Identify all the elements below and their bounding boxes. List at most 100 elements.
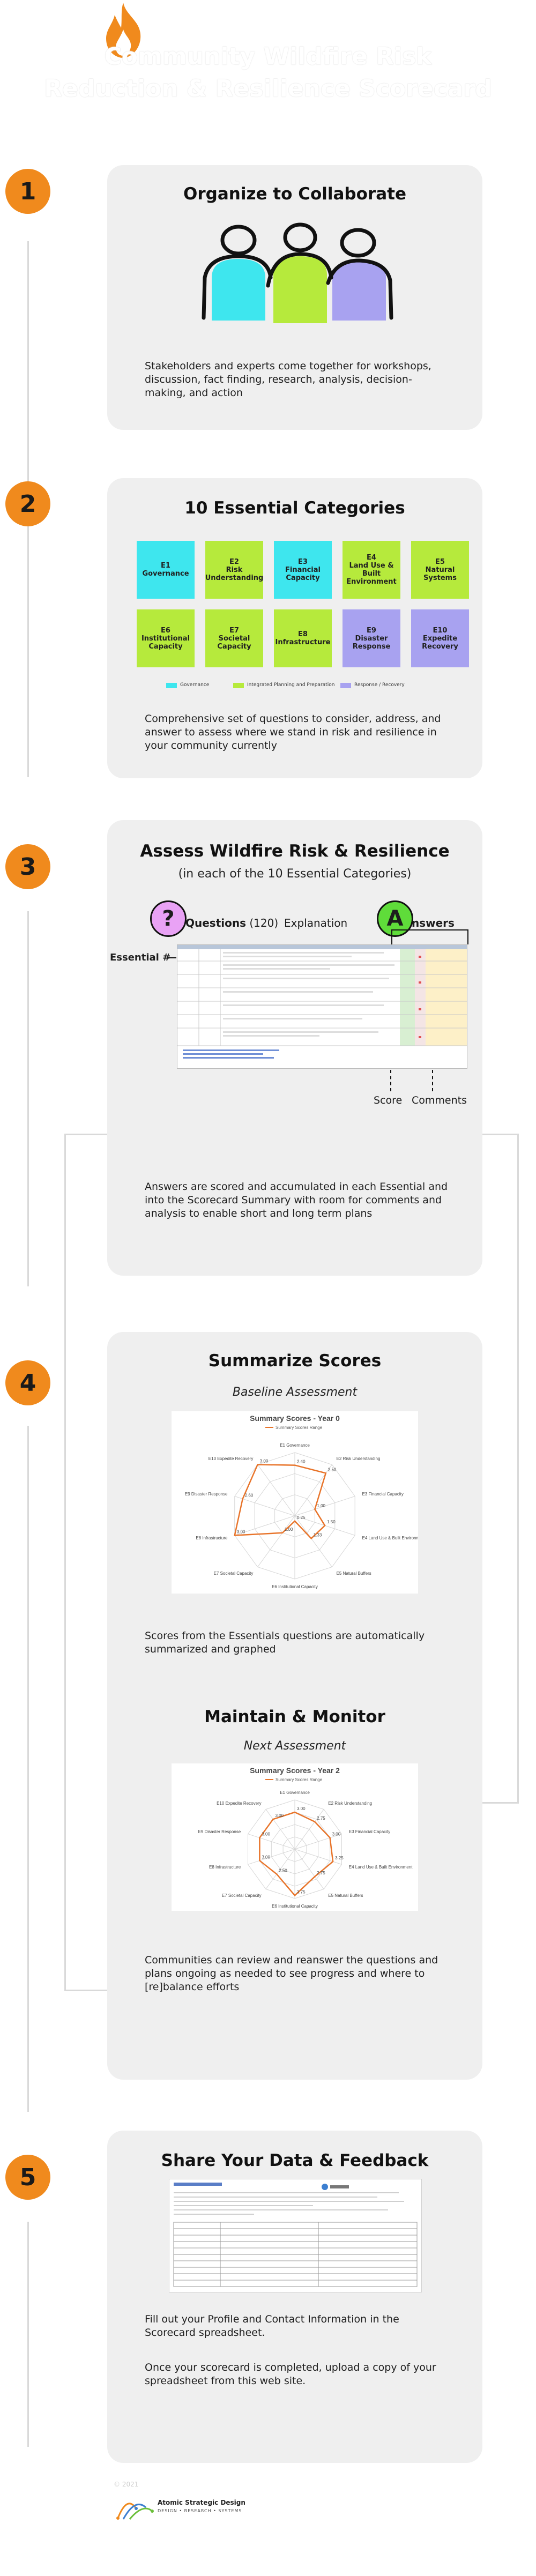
radar-chart-svg: Summary Scores - Year 0 Summary Scores Ra… xyxy=(185,1414,426,1589)
company-name: Atomic Strategic Design xyxy=(158,2499,245,2506)
category-code: E9 xyxy=(367,626,376,635)
comments-label: Comments xyxy=(412,1095,467,1106)
series-line xyxy=(234,1464,327,1540)
category-name: Institutional Capacity xyxy=(141,634,190,651)
people-collaborating-icon xyxy=(202,222,393,323)
chart-legend-label: Summary Scores Range xyxy=(276,1425,323,1430)
worksheet-preview xyxy=(177,944,467,1069)
category-tile-e4: E4 Land Use & Built Environment xyxy=(343,541,400,599)
page-title-line2: Reduction & Resilience Scorecard xyxy=(44,75,492,102)
category-name: Infrastructure xyxy=(275,638,331,646)
category-name: Expedite Recovery xyxy=(422,634,458,651)
grid-spoke xyxy=(257,1515,295,1567)
category-tile-text: E8 Infrastructure xyxy=(276,630,331,646)
data-label: 1.50 xyxy=(327,1520,336,1524)
category-tick-label: E9 Disaster Response xyxy=(185,1492,228,1497)
worksheet-header-bar xyxy=(177,945,467,949)
category-code: E8 xyxy=(298,630,308,638)
data-label: 1.33 xyxy=(314,1532,322,1537)
category-tick-label: E6 Institutional Capacity xyxy=(272,1904,318,1909)
category-code: E1 xyxy=(161,562,170,570)
company-logo-icon xyxy=(116,2503,154,2520)
data-label: 2.50 xyxy=(328,1467,337,1472)
connector-left-bottom xyxy=(64,1990,107,1991)
timeline-connector xyxy=(27,2222,29,2447)
connector-right-bottom xyxy=(482,1802,519,1804)
step-number-3: 3 xyxy=(5,844,50,889)
data-label: 2.40 xyxy=(297,1460,306,1464)
category-code: E6 xyxy=(161,626,170,635)
data-label: 0.25 xyxy=(297,1515,306,1520)
grid-spoke xyxy=(294,1515,332,1567)
data-label: 2.60 xyxy=(245,1493,254,1498)
grid-spoke xyxy=(234,1515,295,1536)
chart-title: Summary Scores - Year 2 xyxy=(250,1766,340,1775)
category-code: E4 xyxy=(367,554,376,562)
category-name: Societal Capacity xyxy=(217,634,251,651)
legend-swatch xyxy=(233,683,244,688)
category-code: E5 xyxy=(435,557,445,566)
data-label: 1.00 xyxy=(285,1527,293,1532)
category-tile-e8: E8 Infrastructure xyxy=(274,609,332,667)
category-tick-label: E8 Infrastructure xyxy=(209,1865,241,1870)
category-tile-e6: E6 Institutional Capacity xyxy=(137,609,195,667)
copyright-text: © 2021 xyxy=(114,2481,139,2488)
legend-label: Governance xyxy=(180,682,210,688)
category-tick-label: E8 Infrastructure xyxy=(196,1536,228,1540)
data-label: 2.75 xyxy=(317,1816,325,1821)
step-title: Share Your Data & Feedback xyxy=(161,2151,429,2170)
questions-label: Questions (120) xyxy=(185,917,278,929)
grid-spoke xyxy=(294,1834,342,1850)
grid-spoke xyxy=(294,1849,342,1865)
legend-swatch xyxy=(340,683,351,688)
step-title: Summarize Scores xyxy=(208,1351,382,1371)
score-label: Score xyxy=(374,1095,403,1106)
category-tick-label: E3 Financial Capacity xyxy=(362,1492,404,1497)
data-label: 1.00 xyxy=(317,1503,325,1508)
timeline-connector xyxy=(27,1426,29,2112)
step-subtitle-2: Next Assessment xyxy=(243,1739,346,1753)
grid-spoke xyxy=(265,1809,295,1850)
step-description: Answers are scored and accumulated in ea… xyxy=(145,1181,448,1219)
answers-bracket xyxy=(391,929,468,944)
grid-spoke xyxy=(294,1809,324,1850)
step-title: Organize to Collaborate xyxy=(183,184,406,204)
data-label: 3.00 xyxy=(237,1529,245,1534)
grid-spoke xyxy=(248,1834,295,1850)
step-subtitle: (in each of the 10 Essential Categories) xyxy=(178,867,412,881)
category-tick-label: E10 Expedite Recovery xyxy=(217,1801,262,1806)
category-name: Natural Systems xyxy=(423,565,457,582)
questions-label-text: Questions xyxy=(185,917,247,929)
data-label: 3.00 xyxy=(260,1459,269,1464)
step-title: 10 Essential Categories xyxy=(184,498,405,518)
step-description: Scores from the Essentials questions are… xyxy=(145,1630,425,1655)
category-tick-label: E6 Institutional Capacity xyxy=(272,1584,318,1589)
step-title: Assess Wildfire Risk & Resilience xyxy=(140,842,450,861)
category-name: Financial Capacity xyxy=(285,565,321,582)
grid-spoke xyxy=(248,1849,295,1865)
category-tile-e1: E1 Governance xyxy=(137,541,195,599)
essential-number-label: Essential # xyxy=(110,952,171,963)
data-label: 3.25 xyxy=(335,1856,344,1860)
legend-label: Response / Recovery xyxy=(354,682,405,688)
grid-spoke xyxy=(294,1496,355,1516)
step-title-2: Maintain & Monitor xyxy=(204,1707,385,1726)
category-tick-label: E4 Land Use & Built Environment xyxy=(349,1865,413,1870)
score-pointer xyxy=(390,1070,392,1091)
step-description: Stakeholders and experts come together f… xyxy=(145,360,431,399)
legend-label: Integrated Planning and Preparation xyxy=(247,682,335,688)
connector-left-top xyxy=(64,1134,107,1135)
category-tile-text: E4 Land Use & Built Environment xyxy=(343,554,400,586)
category-code: E3 xyxy=(298,557,308,566)
flame-icon xyxy=(106,3,141,58)
data-label: 2.50 xyxy=(279,1868,287,1873)
category-name: Land Use & Built Environment xyxy=(346,562,397,586)
explanation-label: Explanation xyxy=(284,917,348,929)
grid-spoke xyxy=(294,1464,332,1516)
category-tick-label: E5 Natural Buffers xyxy=(337,1571,371,1576)
radar-chart-year2: Summary Scores - Year 2 Summary Scores Ra… xyxy=(172,1763,418,1911)
category-tick-label: E10 Expedite Recovery xyxy=(209,1456,254,1461)
comments-pointer xyxy=(432,1070,434,1091)
question-mark-icon: ? xyxy=(150,900,187,937)
step-card-1: Organize to Collaborate Stakeholders and… xyxy=(107,165,482,430)
